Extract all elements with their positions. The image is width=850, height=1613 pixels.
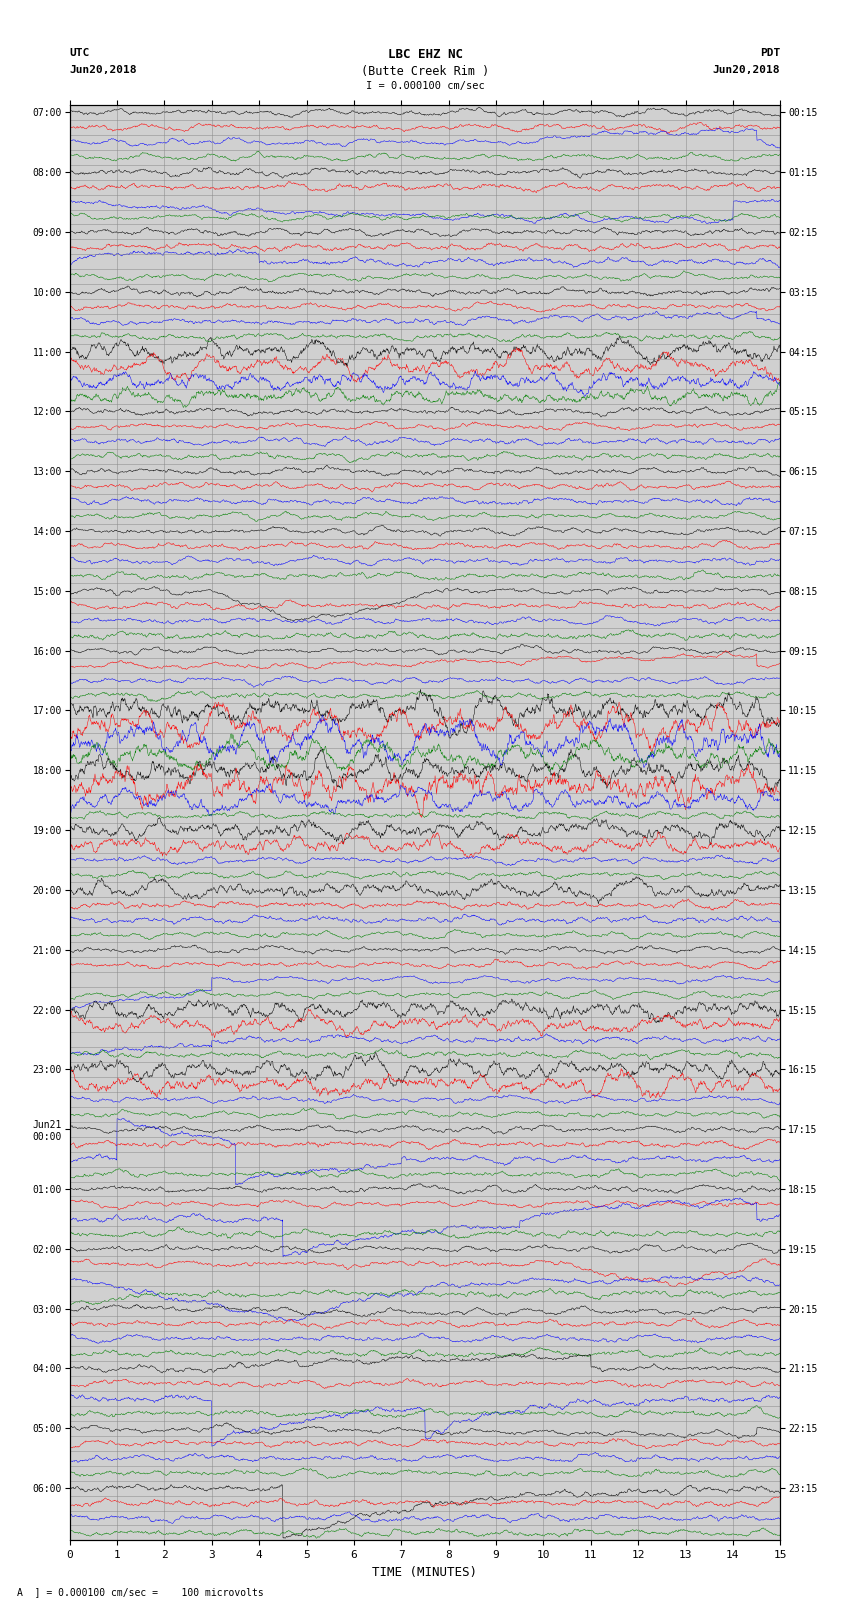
X-axis label: TIME (MINUTES): TIME (MINUTES) [372, 1566, 478, 1579]
Text: Jun20,2018: Jun20,2018 [70, 65, 137, 74]
Text: Jun20,2018: Jun20,2018 [713, 65, 780, 74]
Text: PDT: PDT [760, 48, 780, 58]
Text: A  ] = 0.000100 cm/sec =    100 microvolts: A ] = 0.000100 cm/sec = 100 microvolts [17, 1587, 264, 1597]
Text: I = 0.000100 cm/sec: I = 0.000100 cm/sec [366, 81, 484, 90]
Text: UTC: UTC [70, 48, 90, 58]
Text: (Butte Creek Rim ): (Butte Creek Rim ) [361, 65, 489, 77]
Text: LBC EHZ NC: LBC EHZ NC [388, 48, 462, 61]
